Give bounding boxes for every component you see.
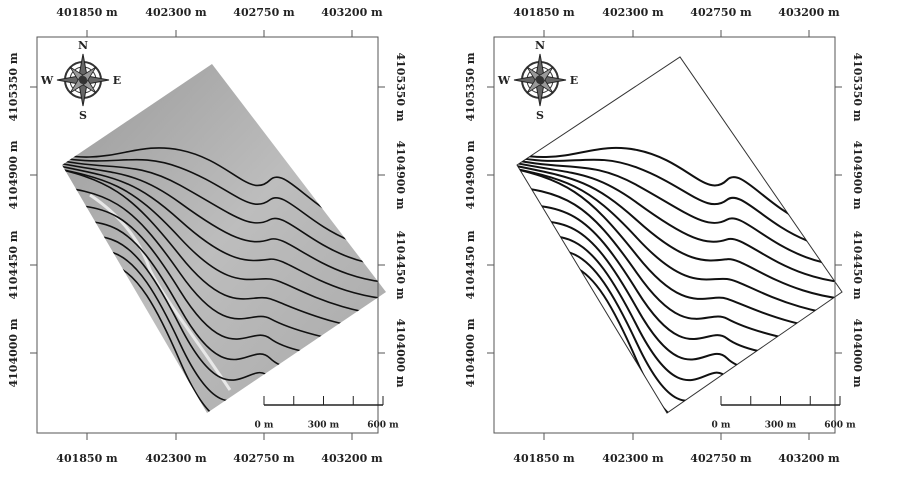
y-coordinate-label: 4104900 m [7,140,20,209]
figure: 401850 m 401850 m 402300 m 402300 m 402750 m… [0,0,897,473]
compass-label: W [497,74,511,87]
map-panel: 401850 m 401850 m 402300 m 402300 m 402750 m… [7,6,420,465]
compass-label: W [40,74,54,87]
y-coordinate-label: 4104000 m [394,318,407,387]
scale-label: 300 m [308,421,340,431]
x-coordinate-label: 402750 m [233,452,295,465]
scale-label: 300 m [765,421,797,431]
y-coordinate-label: 4105350 m [851,52,864,121]
y-coordinate-label: 4105350 m [394,52,407,121]
y-coordinate-label: 4104450 m [851,230,864,299]
y-coordinate-label: 4104900 m [851,140,864,209]
x-coordinate-label: 402750 m [690,452,752,465]
compass-label: S [79,109,87,122]
compass-label: E [113,74,121,87]
y-coordinate-label: 4104000 m [851,318,864,387]
y-coordinate-label: 4104900 m [464,140,477,209]
x-coordinate-label: 403200 m [321,452,383,465]
x-coordinate-label: 401850 m [56,452,118,465]
scale-label: 0 m [712,421,731,431]
y-coordinate-label: 4104450 m [394,230,407,299]
x-coordinate-label: 403200 m [778,6,840,19]
scale-label: 600 m [367,421,399,431]
y-coordinate-label: 4104450 m [7,230,20,299]
y-coordinate-label: 4104900 m [394,140,407,209]
x-coordinate-label: 402300 m [602,6,664,19]
x-coordinate-label: 403200 m [321,6,383,19]
x-coordinate-label: 402750 m [690,6,752,19]
page: {"maps": [ {"x_labels_top": ["401850 m",… [0,0,897,473]
y-coordinate-label: 4105350 m [7,52,20,121]
y-coordinate-label: 4104450 m [464,230,477,299]
scale-label: 0 m [255,421,274,431]
y-coordinate-label: 4105350 m [464,52,477,121]
x-coordinate-label: 402750 m [233,6,295,19]
x-coordinate-label: 402300 m [145,452,207,465]
x-coordinate-label: 402300 m [145,6,207,19]
compass-rose: N S E W [40,39,121,122]
compass-label: E [570,74,578,87]
y-coordinate-label: 4104000 m [464,318,477,387]
x-coordinate-label: 401850 m [56,6,118,19]
scale-label: 600 m [824,421,856,431]
x-coordinate-label: 403200 m [778,452,840,465]
compass-label: N [535,39,545,52]
map-panel: 401850 m 401850 m 402300 m 402300 m 402750 m… [464,6,877,465]
x-coordinate-label: 402300 m [602,452,664,465]
compass-label: N [78,39,88,52]
y-coordinate-label: 4104000 m [7,318,20,387]
scale-bar: 0 m 300 m 600 m [255,396,400,431]
compass-rose: N S E W [497,39,578,122]
x-coordinate-label: 401850 m [513,452,575,465]
compass-label: S [536,109,544,122]
compass-center [79,76,87,84]
x-coordinate-label: 401850 m [513,6,575,19]
compass-center [536,76,544,84]
scale-bar: 0 m 300 m 600 m [712,396,857,431]
